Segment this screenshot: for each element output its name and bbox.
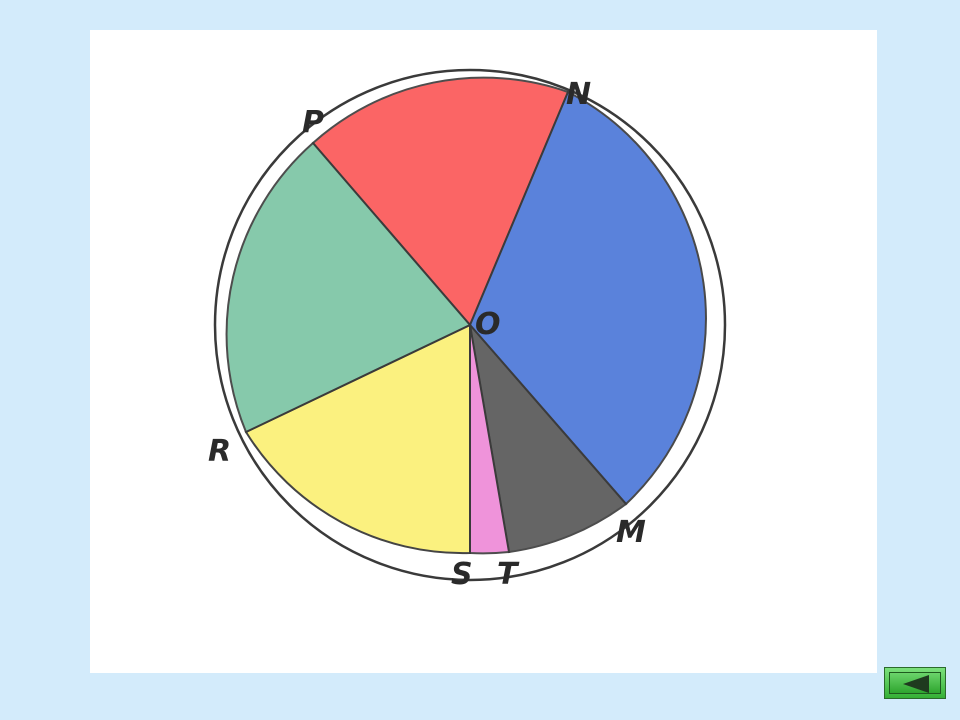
label-p: P — [302, 105, 324, 140]
label-center-o: O — [475, 307, 501, 342]
label-t: T — [497, 557, 520, 592]
label-r: R — [208, 434, 231, 469]
label-n: N — [566, 77, 591, 112]
left-triangle-icon — [899, 673, 933, 695]
label-s: S — [451, 557, 473, 592]
back-button[interactable] — [884, 667, 946, 699]
label-m: M — [616, 515, 646, 550]
